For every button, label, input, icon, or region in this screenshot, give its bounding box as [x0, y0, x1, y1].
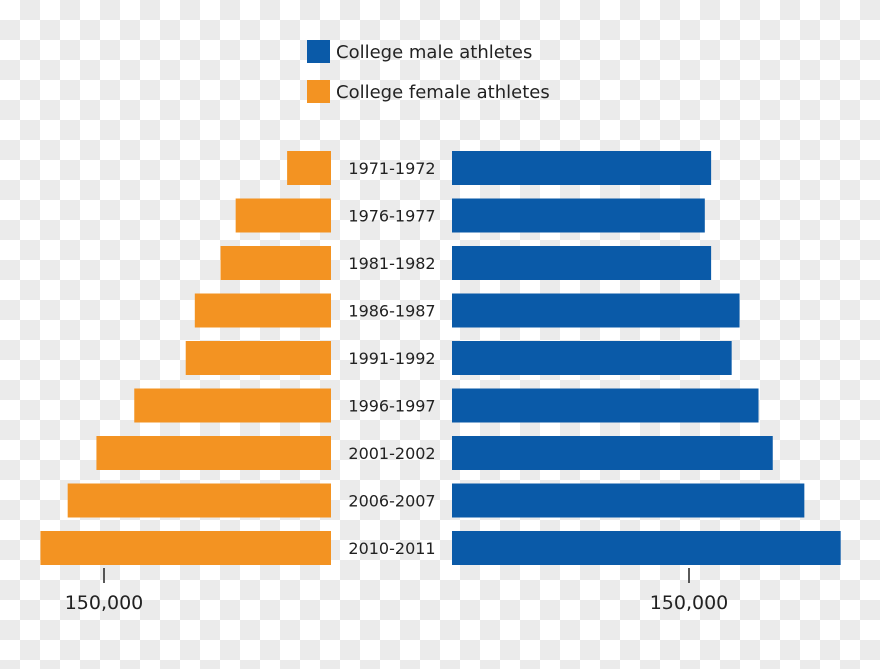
legend-swatch [307, 80, 330, 103]
category-label: 1991-1992 [348, 349, 435, 368]
category-label: 1971-1972 [348, 159, 435, 178]
male-bar [452, 151, 712, 185]
female-bar [67, 483, 332, 518]
female-bar [185, 341, 331, 375]
male-bar [452, 436, 773, 470]
legend-label: College female athletes [336, 82, 550, 103]
category-label: 2001-2002 [348, 444, 435, 463]
category-label: 1986-1987 [348, 302, 435, 321]
male-bar [452, 246, 712, 280]
male-bar [452, 293, 740, 328]
male-bar [452, 388, 759, 423]
tick-label: 150,000 [65, 592, 144, 614]
category-label: 2010-2011 [348, 539, 435, 558]
tick-label: 150,000 [650, 592, 729, 614]
category-label: 1976-1977 [348, 207, 435, 226]
legend-label: College male athletes [336, 42, 532, 63]
category-label: 2006-2007 [348, 492, 435, 511]
legend-swatch [307, 40, 330, 63]
female-bar [235, 198, 331, 233]
male-bar [452, 483, 805, 518]
male-bar [452, 341, 732, 375]
male-bar [452, 531, 841, 565]
female-bar [194, 293, 331, 328]
male-bar [452, 198, 705, 233]
category-label: 1981-1982 [348, 254, 435, 273]
female-bar [220, 246, 331, 280]
category-label: 1996-1997 [348, 397, 435, 416]
female-bar [40, 531, 331, 565]
female-bar [134, 388, 331, 423]
female-bar [96, 436, 331, 470]
female-bar [287, 151, 331, 185]
